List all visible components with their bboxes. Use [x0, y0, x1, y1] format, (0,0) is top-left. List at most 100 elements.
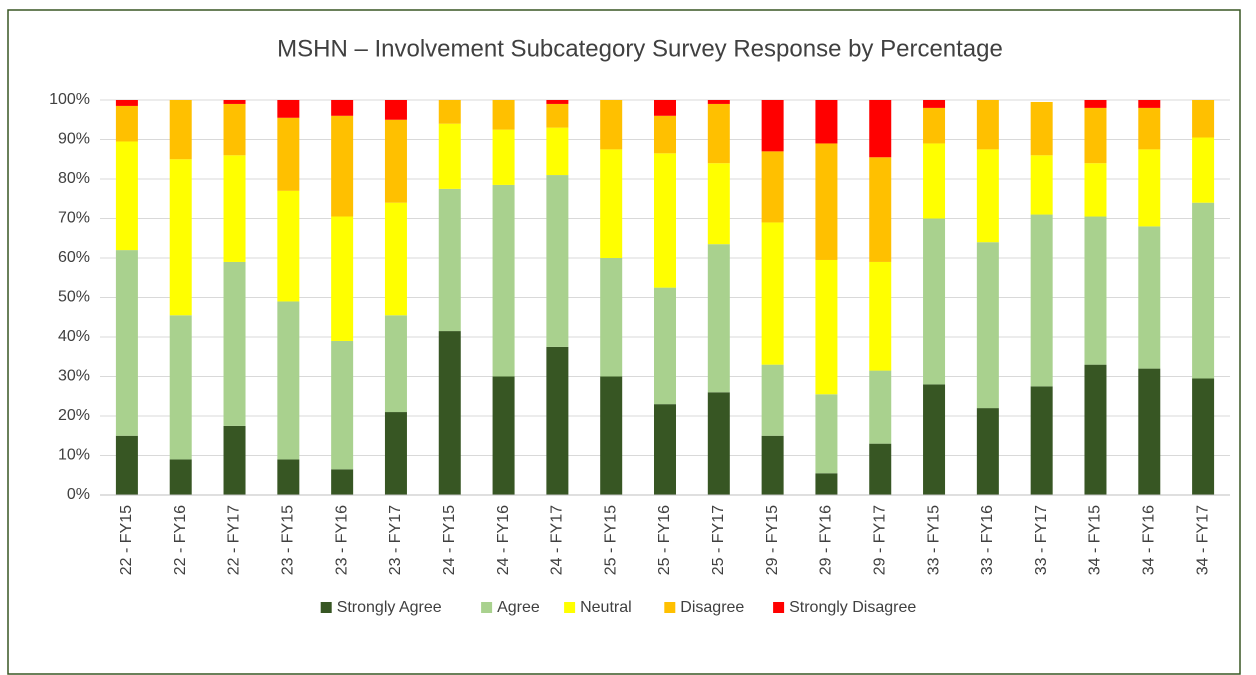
bar-segment: [223, 100, 246, 104]
bar-segment: [384, 119, 407, 203]
x-tick-label: 29 - FY16: [818, 505, 835, 575]
bar-segment: [1192, 202, 1215, 379]
bar-segment: [869, 370, 892, 444]
y-tick-label: 100%: [49, 91, 90, 108]
bar-segment: [1084, 100, 1107, 108]
x-tick-label: 24 - FY16: [495, 505, 512, 575]
bar-segment: [869, 157, 892, 262]
bar-segment: [976, 149, 999, 243]
bar-segment: [600, 100, 623, 150]
bar-segment: [546, 100, 569, 104]
legend-label: Strongly Agree: [337, 599, 442, 616]
bar-segment: [761, 435, 784, 495]
bar-segment: [277, 459, 300, 495]
bar-segment: [1138, 149, 1161, 227]
bar-segment: [600, 149, 623, 258]
chart-border: [7, 9, 1241, 675]
bar-segment: [1138, 107, 1161, 150]
bar-segment: [277, 190, 300, 302]
x-tick-label: 24 - FY17: [549, 505, 566, 575]
legend-swatch: [564, 602, 576, 613]
bar-segment: [438, 188, 461, 332]
bar-segment: [923, 107, 946, 144]
bar-segment: [815, 143, 838, 260]
y-tick-label: 0%: [67, 486, 90, 503]
x-tick-label: 23 - FY17: [387, 505, 404, 575]
bar-segment: [761, 364, 784, 436]
bar-segment: [1138, 226, 1161, 369]
bar-segment: [492, 184, 515, 377]
bar-segment: [546, 103, 569, 128]
bar-segment: [1084, 216, 1107, 365]
bar-segment: [707, 103, 730, 164]
x-tick-label: 23 - FY16: [333, 505, 350, 575]
x-tick-label: 24 - FY15: [441, 505, 458, 575]
bar-segment: [115, 435, 138, 495]
bar-segment: [277, 100, 300, 118]
bar-segment: [707, 392, 730, 495]
bar-segment: [546, 346, 569, 495]
bar-segment: [384, 202, 407, 316]
bar-segment: [546, 175, 569, 347]
bar-segment: [277, 301, 300, 460]
bar-segment: [1030, 386, 1053, 495]
bar-segment: [976, 242, 999, 409]
legend-label: Neutral: [580, 599, 632, 616]
legend-label: Strongly Disagree: [789, 599, 916, 616]
bar-segment: [869, 443, 892, 495]
bar-segment: [976, 100, 999, 150]
bar-segment: [331, 100, 354, 116]
bar-segment: [923, 218, 946, 385]
x-tick-label: 29 - FY15: [764, 505, 781, 575]
bar-segment: [492, 129, 515, 185]
legend-label: Disagree: [680, 599, 744, 616]
x-tick-label: 34 - FY16: [1141, 505, 1158, 575]
legend-swatch: [773, 602, 785, 613]
bar-segment: [707, 244, 730, 393]
bar-segment: [331, 216, 354, 341]
bar-segment: [1192, 100, 1215, 138]
legend-swatch: [481, 602, 493, 613]
bar-segment: [1084, 107, 1107, 164]
bar-segment: [654, 100, 676, 116]
bar-segment: [438, 331, 461, 495]
bar-segment: [869, 261, 892, 371]
bar-segment: [492, 376, 515, 495]
y-tick-label: 90%: [58, 131, 90, 148]
x-tick-label: 25 - FY17: [710, 505, 727, 575]
bar-segment: [223, 103, 246, 156]
bar-segment: [223, 155, 246, 262]
y-tick-label: 30%: [58, 368, 90, 385]
bar-segment: [169, 100, 192, 160]
bar-segment: [815, 473, 838, 495]
x-tick-label: 33 - FY15: [925, 505, 942, 575]
bar-segment: [492, 100, 515, 130]
bar-segment: [1084, 364, 1107, 495]
x-tick-label: 33 - FY16: [979, 505, 996, 575]
x-tick-label: 25 - FY15: [602, 505, 619, 575]
bar-segment: [923, 100, 946, 108]
bar-segment: [654, 404, 676, 495]
bar-segment: [654, 115, 676, 154]
bar-segment: [384, 412, 407, 495]
x-tick-label: 33 - FY17: [1033, 505, 1050, 575]
bar-segment: [115, 105, 138, 142]
bar-segment: [169, 159, 192, 316]
bar-segment: [1138, 368, 1161, 495]
bar-segment: [277, 117, 300, 191]
bar-segment: [331, 115, 354, 217]
chart-title: MSHN – Involvement Subcategory Survey Re…: [277, 35, 1003, 62]
bar-segment: [331, 469, 354, 495]
bar-segment: [600, 258, 623, 377]
bar-segment: [384, 315, 407, 413]
bar-segment: [1030, 214, 1053, 387]
x-tick-label: 34 - FY15: [1087, 505, 1104, 575]
bar-segment: [1192, 378, 1215, 495]
bar-segment: [815, 259, 838, 395]
y-tick-label: 20%: [58, 407, 90, 424]
bar-segment: [115, 141, 138, 251]
legend-swatch: [664, 602, 676, 613]
bar-segment: [169, 459, 192, 495]
x-tick-label: 22 - FY15: [118, 505, 135, 575]
